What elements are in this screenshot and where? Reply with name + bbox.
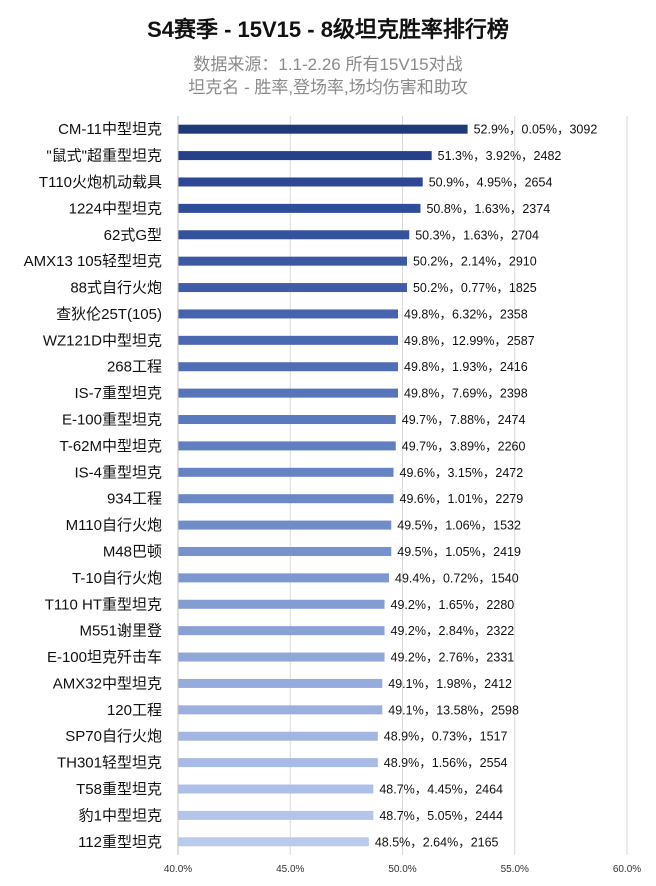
data-label: 49.6%，1.01%，2279 xyxy=(400,492,524,506)
bar xyxy=(178,441,396,451)
data-label: 50.2%，2.14%，2910 xyxy=(413,255,537,269)
data-label: 49.8%，7.69%，2398 xyxy=(404,387,528,401)
data-label: 52.9%，0.05%，3092 xyxy=(474,123,598,137)
data-label: 49.7%，7.88%，2474 xyxy=(402,413,526,427)
category-label: 62式G型 xyxy=(104,227,162,244)
chart-subtitle-legend: 坦克名 - 胜率,登场率,场均伤害和助攻 xyxy=(188,78,468,97)
bar xyxy=(178,758,378,768)
data-label: 48.9%，1.56%，2554 xyxy=(384,756,508,770)
data-label: 51.3%，3.92%，2482 xyxy=(438,149,562,163)
data-label: 49.2%，1.65%，2280 xyxy=(391,598,515,612)
data-label: 50.9%，4.95%，2654 xyxy=(429,175,553,189)
bar xyxy=(178,626,385,636)
bar xyxy=(178,494,394,504)
x-tick-label: 55.0% xyxy=(501,864,529,875)
bar xyxy=(178,388,399,398)
category-label: IS-7重型坦克 xyxy=(74,385,162,402)
category-label: 1224中型坦克 xyxy=(69,200,162,217)
bar xyxy=(178,705,383,715)
category-label: T110 HT重型坦克 xyxy=(45,596,162,613)
category-label: IS-4重型坦克 xyxy=(74,464,162,481)
category-label: 268工程 xyxy=(107,359,162,376)
bar xyxy=(178,520,392,530)
category-label: T110火炮机动载具 xyxy=(39,174,162,191)
x-tick-label: 40.0% xyxy=(164,864,192,875)
data-label: 48.9%，0.73%，1517 xyxy=(384,730,508,744)
bar xyxy=(178,810,374,820)
data-label: 49.5%，1.06%，1532 xyxy=(397,519,521,533)
category-label: 112重型坦克 xyxy=(78,834,162,851)
bar xyxy=(178,177,423,187)
bar xyxy=(178,678,383,688)
data-label: 50.8%，1.63%，2374 xyxy=(426,202,550,216)
bar xyxy=(178,283,407,293)
chart-subtitle-source: 数据来源：1.1-2.26 所有15V15对战 xyxy=(193,55,463,74)
category-label: M110自行火炮 xyxy=(66,517,162,534)
category-label: TH301轻型坦克 xyxy=(57,755,162,772)
category-label: SP70自行火炮 xyxy=(65,728,162,745)
data-label: 50.2%，0.77%，1825 xyxy=(413,281,537,295)
category-label: T58重型坦克 xyxy=(76,781,162,798)
data-label: 49.5%，1.05%，2419 xyxy=(397,545,521,559)
data-label: 49.8%，6.32%，2358 xyxy=(404,307,528,321)
category-label: T-62M中型坦克 xyxy=(59,438,162,455)
bar xyxy=(178,573,390,583)
category-label: 查狄伦25T(105) xyxy=(56,306,162,323)
data-label: 50.3%，1.63%，2704 xyxy=(415,228,539,242)
x-tick-label: 45.0% xyxy=(276,864,304,875)
bar xyxy=(178,230,410,240)
bar xyxy=(178,546,392,556)
data-label: 49.4%，0.72%，1540 xyxy=(395,571,519,585)
chart-title: S4赛季 - 15V15 - 8级坦克胜率排行榜 xyxy=(147,17,509,42)
data-label: 49.1%，13.58%，2598 xyxy=(388,703,519,717)
category-label: M551谢里登 xyxy=(79,623,162,640)
category-label: T-10自行火炮 xyxy=(72,570,162,587)
data-label: 48.5%，2.64%，2165 xyxy=(375,835,499,849)
bar xyxy=(178,362,399,372)
category-label: AMX13 105轻型坦克 xyxy=(24,253,162,270)
category-label: M48巴顿 xyxy=(103,543,162,560)
data-label: 49.8%，1.93%，2416 xyxy=(404,360,528,374)
bar xyxy=(178,151,432,161)
category-label: 120工程 xyxy=(107,702,162,719)
category-label: E-100坦克歼击车 xyxy=(47,649,162,666)
x-tick-label: 50.0% xyxy=(388,864,416,875)
data-label: 49.6%，3.15%，2472 xyxy=(400,466,524,480)
category-label: 88式自行火炮 xyxy=(70,280,162,297)
bar xyxy=(178,203,421,213)
category-label: "鼠式"超重型坦克 xyxy=(46,148,162,165)
bar xyxy=(178,467,394,477)
bar xyxy=(178,837,369,847)
category-label: E-100重型坦克 xyxy=(62,412,162,429)
data-label: 49.8%，12.99%，2587 xyxy=(404,334,535,348)
category-label: CM-11中型坦克 xyxy=(58,121,162,138)
data-label: 49.2%，2.76%，2331 xyxy=(391,651,515,665)
bar xyxy=(178,599,385,609)
category-label: AMX32中型坦克 xyxy=(53,675,162,692)
data-label: 49.2%，2.84%，2322 xyxy=(391,624,515,638)
category-label: WZ121D中型坦克 xyxy=(43,332,162,349)
bar xyxy=(178,415,396,425)
bar xyxy=(178,309,399,319)
bar xyxy=(178,652,385,662)
bar xyxy=(178,124,468,134)
bar xyxy=(178,731,378,741)
x-tick-label: 60.0% xyxy=(613,864,641,875)
category-label: 豹1中型坦克 xyxy=(79,807,162,824)
bar xyxy=(178,256,407,266)
bar xyxy=(178,335,399,345)
data-label: 49.1%，1.98%，2412 xyxy=(388,677,512,691)
data-label: 49.7%，3.89%，2260 xyxy=(402,439,526,453)
bar xyxy=(178,784,374,794)
category-label: 934工程 xyxy=(107,491,162,508)
data-label: 48.7%，5.05%，2444 xyxy=(379,809,503,823)
data-label: 48.7%，4.45%，2464 xyxy=(379,783,503,797)
